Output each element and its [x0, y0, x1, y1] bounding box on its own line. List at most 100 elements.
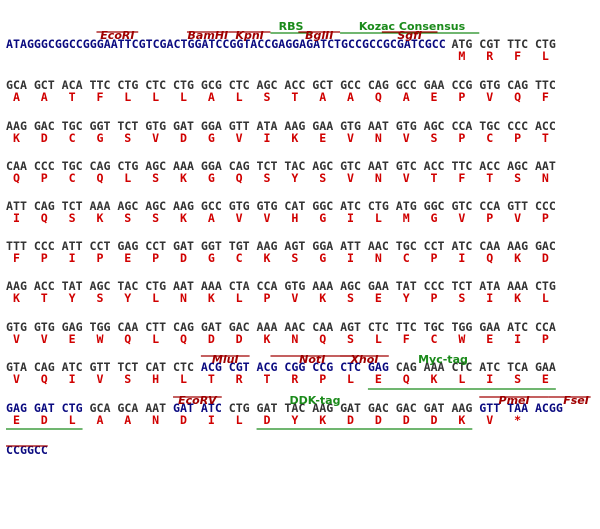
amino-acid: E: [13, 413, 20, 427]
codon: ATT: [6, 199, 27, 213]
annotation-label: BamHI: [188, 29, 229, 42]
amino-acid: D: [375, 413, 382, 427]
amino-acid: Y: [291, 171, 298, 185]
codon: AAG: [257, 239, 278, 253]
amino-acid: R: [236, 372, 243, 386]
codon: TCT: [117, 119, 138, 133]
codon: TCT: [257, 159, 278, 173]
amino-acid: F: [96, 90, 103, 104]
amino-acid: I: [347, 251, 354, 265]
codon: CCT: [424, 239, 445, 253]
amino-acid: L: [236, 291, 243, 305]
amino-acid: I: [347, 211, 354, 225]
amino-acid: D: [180, 131, 187, 145]
codon: GAT: [257, 401, 278, 415]
amino-acid: Y: [69, 291, 76, 305]
amino-acid: V: [96, 372, 103, 386]
annotation-label: NotI: [299, 353, 325, 366]
codon: GAG: [368, 360, 389, 374]
amino-acid: V: [291, 291, 298, 305]
amino-acid: P: [319, 372, 326, 386]
codon: CGT: [229, 360, 250, 374]
codon: GGT: [90, 119, 111, 133]
codon: TAC: [117, 279, 138, 293]
codon: GTG: [396, 119, 417, 133]
codon: ATC: [340, 199, 361, 213]
codon: CCA: [479, 199, 500, 213]
amino-acid: P: [514, 131, 521, 145]
amino-acid: V: [236, 211, 243, 225]
codon: TGG: [90, 320, 111, 334]
amino-acid: E: [375, 372, 382, 386]
amino-acid: N: [180, 291, 187, 305]
codon: AGC: [507, 159, 528, 173]
amino-acid: N: [375, 131, 382, 145]
amino-acid: L: [152, 90, 159, 104]
annotation-label: BglII: [305, 29, 333, 42]
amino-acid: S: [152, 211, 159, 225]
codon: CTG: [368, 199, 389, 213]
amino-acid: E: [486, 332, 493, 346]
codon: CTA: [229, 279, 250, 293]
codon: CTG: [535, 279, 556, 293]
codon: ATG: [451, 37, 472, 51]
codon: GCC: [340, 78, 361, 92]
amino-acid: C: [236, 251, 243, 265]
amino-acid: K: [514, 251, 521, 265]
codon: TCT: [451, 279, 472, 293]
amino-acid: A: [208, 211, 215, 225]
amino-acid: S: [124, 372, 131, 386]
codon: TAC: [284, 401, 305, 415]
amino-acid: T: [69, 90, 76, 104]
codon: GAG: [6, 401, 27, 415]
amino-acid: Q: [124, 332, 131, 346]
codon: ACC: [479, 159, 500, 173]
amino-acid: E: [375, 291, 382, 305]
amino-acid: F: [403, 332, 410, 346]
amino-acid: D: [264, 413, 271, 427]
codon: TTC: [90, 78, 111, 92]
codon: CAG: [34, 199, 55, 213]
amino-acid: L: [124, 90, 131, 104]
amino-acid: G: [319, 251, 326, 265]
amino-acid: V: [152, 131, 159, 145]
codon: TGC: [62, 119, 83, 133]
codon: GTT: [229, 119, 250, 133]
amino-acid: V: [458, 211, 465, 225]
codon: GTA: [6, 360, 27, 374]
amino-acid: L: [180, 90, 187, 104]
amino-acid: I: [69, 372, 76, 386]
codon: GAG: [117, 239, 138, 253]
codon: CTG: [173, 78, 194, 92]
codon: GAA: [479, 320, 500, 334]
codon: CTT: [145, 320, 166, 334]
amino-acid: Q: [236, 171, 243, 185]
codon: ACA: [62, 78, 83, 92]
codon: TAC: [284, 159, 305, 173]
amino-acid: G: [208, 251, 215, 265]
codon: CAG: [368, 78, 389, 92]
annotation-label: EcoRV: [178, 394, 218, 407]
codon: AGT: [284, 239, 305, 253]
codon: CAA: [479, 239, 500, 253]
amino-acid: Q: [41, 211, 48, 225]
codon: GTC: [451, 199, 472, 213]
amino-acid: L: [347, 372, 354, 386]
codon: CCGGCC: [6, 443, 48, 457]
amino-acid: K: [264, 332, 271, 346]
amino-acid: D: [431, 413, 438, 427]
amino-acid: W: [458, 332, 465, 346]
codon: GGC: [424, 199, 445, 213]
amino-acid: N: [375, 171, 382, 185]
amino-acid: C: [69, 131, 76, 145]
codon: ACC: [34, 279, 55, 293]
codon: ATT: [340, 239, 361, 253]
amino-acid: L: [375, 211, 382, 225]
codon: GTT: [479, 401, 500, 415]
codon: CCC: [34, 239, 55, 253]
codon: GCT: [312, 78, 333, 92]
amino-acid: K: [96, 211, 103, 225]
amino-acid: A: [13, 90, 20, 104]
amino-acid: V: [41, 332, 48, 346]
codon: CCA: [451, 119, 472, 133]
